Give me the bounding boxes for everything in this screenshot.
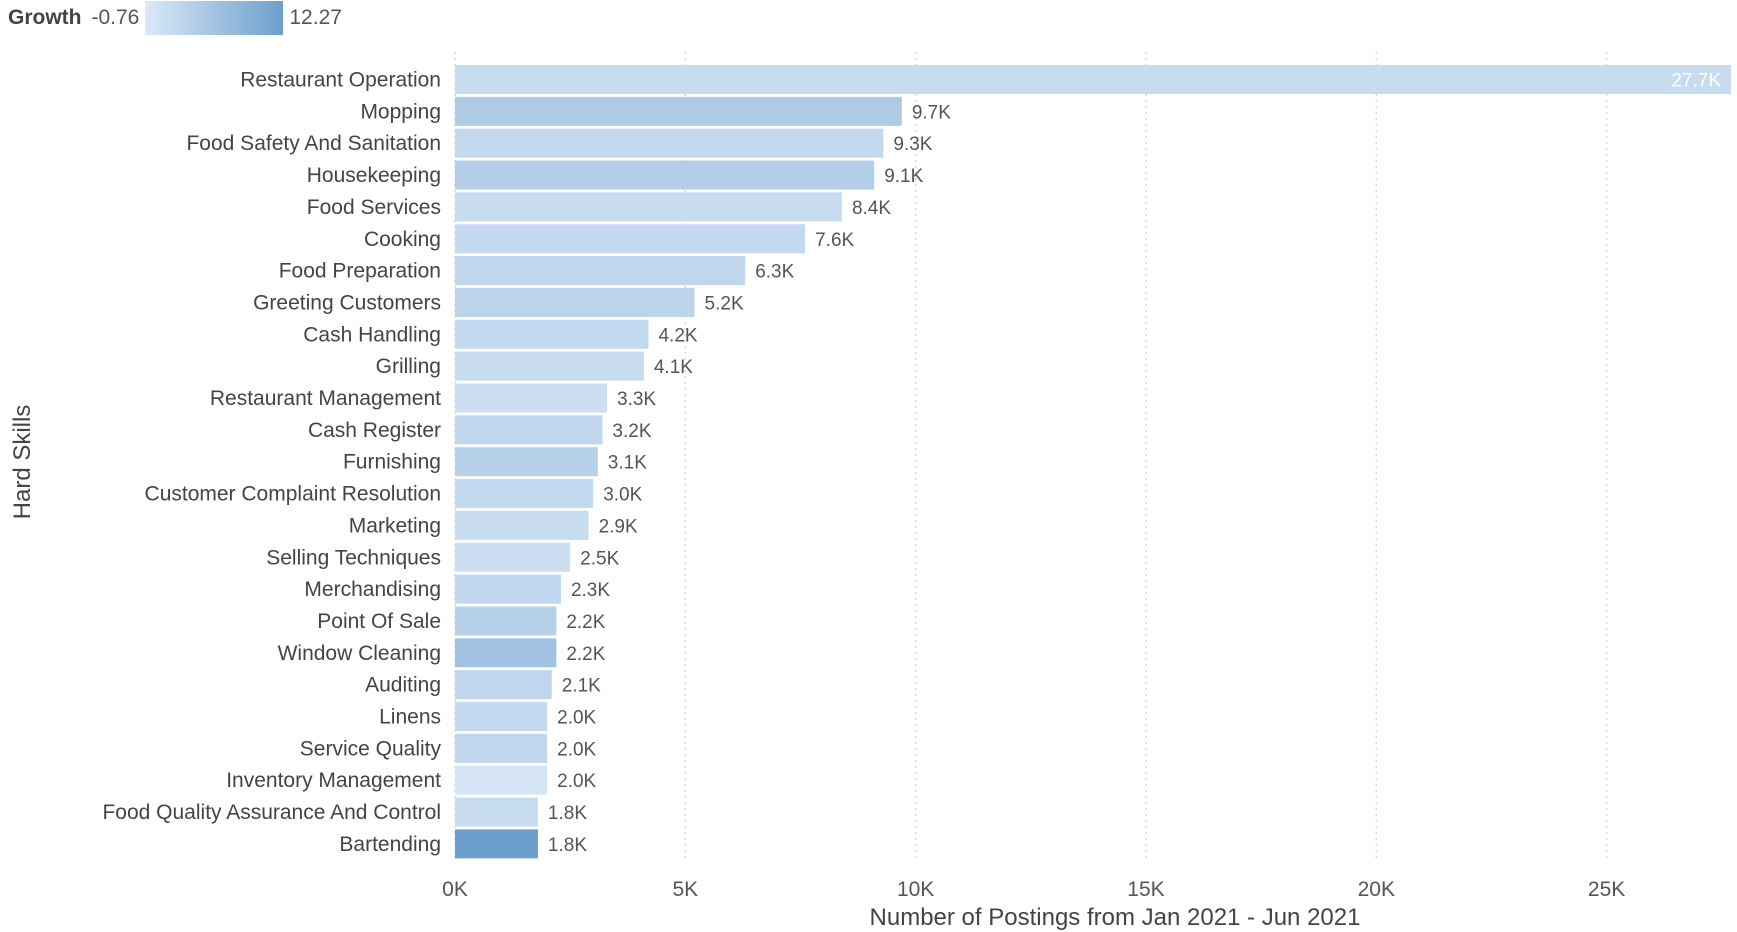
category-label: Housekeeping <box>307 164 441 187</box>
bar[interactable] <box>455 192 842 222</box>
value-label: 1.8K <box>548 803 587 824</box>
value-label: 2.3K <box>571 580 610 601</box>
bar[interactable] <box>455 638 557 668</box>
legend-min-value: -0.76 <box>91 6 140 29</box>
x-axis-title: Number of Postings from Jan 2021 - Jun 2… <box>870 904 1361 931</box>
value-label: 2.5K <box>580 548 619 569</box>
value-label: 27.7K <box>1671 71 1721 92</box>
value-label: 2.9K <box>599 516 638 537</box>
bar[interactable] <box>455 765 548 795</box>
value-label: 6.3K <box>755 262 794 283</box>
bar[interactable] <box>455 224 806 254</box>
bar[interactable] <box>455 829 538 859</box>
bar[interactable] <box>455 447 598 477</box>
y-axis-title: Hard Skills <box>9 405 36 520</box>
bar[interactable] <box>455 733 548 763</box>
bar[interactable] <box>455 797 538 827</box>
value-label: 3.3K <box>617 389 656 410</box>
bar[interactable] <box>455 351 644 381</box>
category-label: Restaurant Operation <box>240 69 441 92</box>
bar[interactable] <box>455 415 603 445</box>
bar[interactable] <box>455 96 902 126</box>
bar[interactable] <box>455 319 649 349</box>
category-label: Greeting Customers <box>253 291 441 314</box>
value-label: 8.4K <box>852 198 891 219</box>
category-label: Selling Techniques <box>266 546 441 569</box>
category-label: Furnishing <box>343 451 441 474</box>
category-label: Food Quality Assurance And Control <box>102 801 441 824</box>
value-label: 2.0K <box>557 708 596 729</box>
category-label: Mopping <box>360 100 441 123</box>
category-label: Food Safety And Sanitation <box>186 132 441 155</box>
value-label: 4.2K <box>658 325 697 346</box>
x-tick-label: 10K <box>897 878 934 901</box>
category-label: Grilling <box>376 355 441 378</box>
category-label: Cooking <box>364 228 441 251</box>
value-label: 2.0K <box>557 771 596 792</box>
category-label: Auditing <box>365 674 441 697</box>
value-label: 2.1K <box>562 676 601 697</box>
category-label: Bartending <box>339 833 441 856</box>
bar[interactable] <box>455 65 1731 94</box>
value-label: 7.6K <box>815 230 854 251</box>
category-label: Merchandising <box>304 578 441 601</box>
x-tick-label: 15K <box>1127 878 1164 901</box>
value-label: 4.1K <box>654 357 693 378</box>
bar[interactable] <box>455 287 695 317</box>
category-label: Customer Complaint Resolution <box>145 483 441 506</box>
x-tick-label: 0K <box>442 878 468 901</box>
category-label: Food Preparation <box>279 260 441 283</box>
x-tick-label: 20K <box>1358 878 1395 901</box>
value-label: 9.3K <box>893 134 932 155</box>
value-label: 2.2K <box>566 644 605 665</box>
category-label: Point Of Sale <box>317 610 441 633</box>
category-label: Window Cleaning <box>278 642 441 665</box>
value-label: 3.2K <box>612 421 651 442</box>
bar[interactable] <box>455 479 594 509</box>
category-label: Food Services <box>307 196 441 219</box>
category-label: Inventory Management <box>226 769 441 792</box>
legend-title: Growth <box>8 6 82 29</box>
bar[interactable] <box>455 574 561 604</box>
x-tick-label: 25K <box>1588 878 1625 901</box>
value-label: 2.0K <box>557 739 596 760</box>
category-label: Cash Register <box>308 419 441 442</box>
value-label: 2.2K <box>566 612 605 633</box>
bar[interactable] <box>455 383 608 413</box>
bar[interactable] <box>455 702 548 731</box>
legend-max-value: 12.27 <box>289 6 342 29</box>
value-label: 9.1K <box>884 166 923 187</box>
bar[interactable] <box>455 510 589 540</box>
category-label: Service Quality <box>300 737 442 760</box>
legend-color-ramp <box>145 1 284 35</box>
category-label: Linens <box>379 706 441 729</box>
value-label: 1.8K <box>548 835 587 856</box>
category-label: Cash Handling <box>303 323 441 346</box>
growth-legend: Growth -0.76 12.27 <box>8 0 342 36</box>
bar[interactable] <box>455 160 875 190</box>
category-label: Marketing <box>349 514 441 537</box>
x-tick-label: 5K <box>672 878 698 901</box>
value-label: 5.2K <box>705 293 744 314</box>
value-label: 3.1K <box>608 453 647 474</box>
category-label: Restaurant Management <box>210 387 441 410</box>
value-label: 3.0K <box>603 485 642 506</box>
bar[interactable] <box>455 542 571 572</box>
bar[interactable] <box>455 670 552 700</box>
bar[interactable] <box>455 128 884 158</box>
value-label: 9.7K <box>912 102 951 123</box>
bar[interactable] <box>455 256 746 286</box>
bar[interactable] <box>455 606 557 636</box>
